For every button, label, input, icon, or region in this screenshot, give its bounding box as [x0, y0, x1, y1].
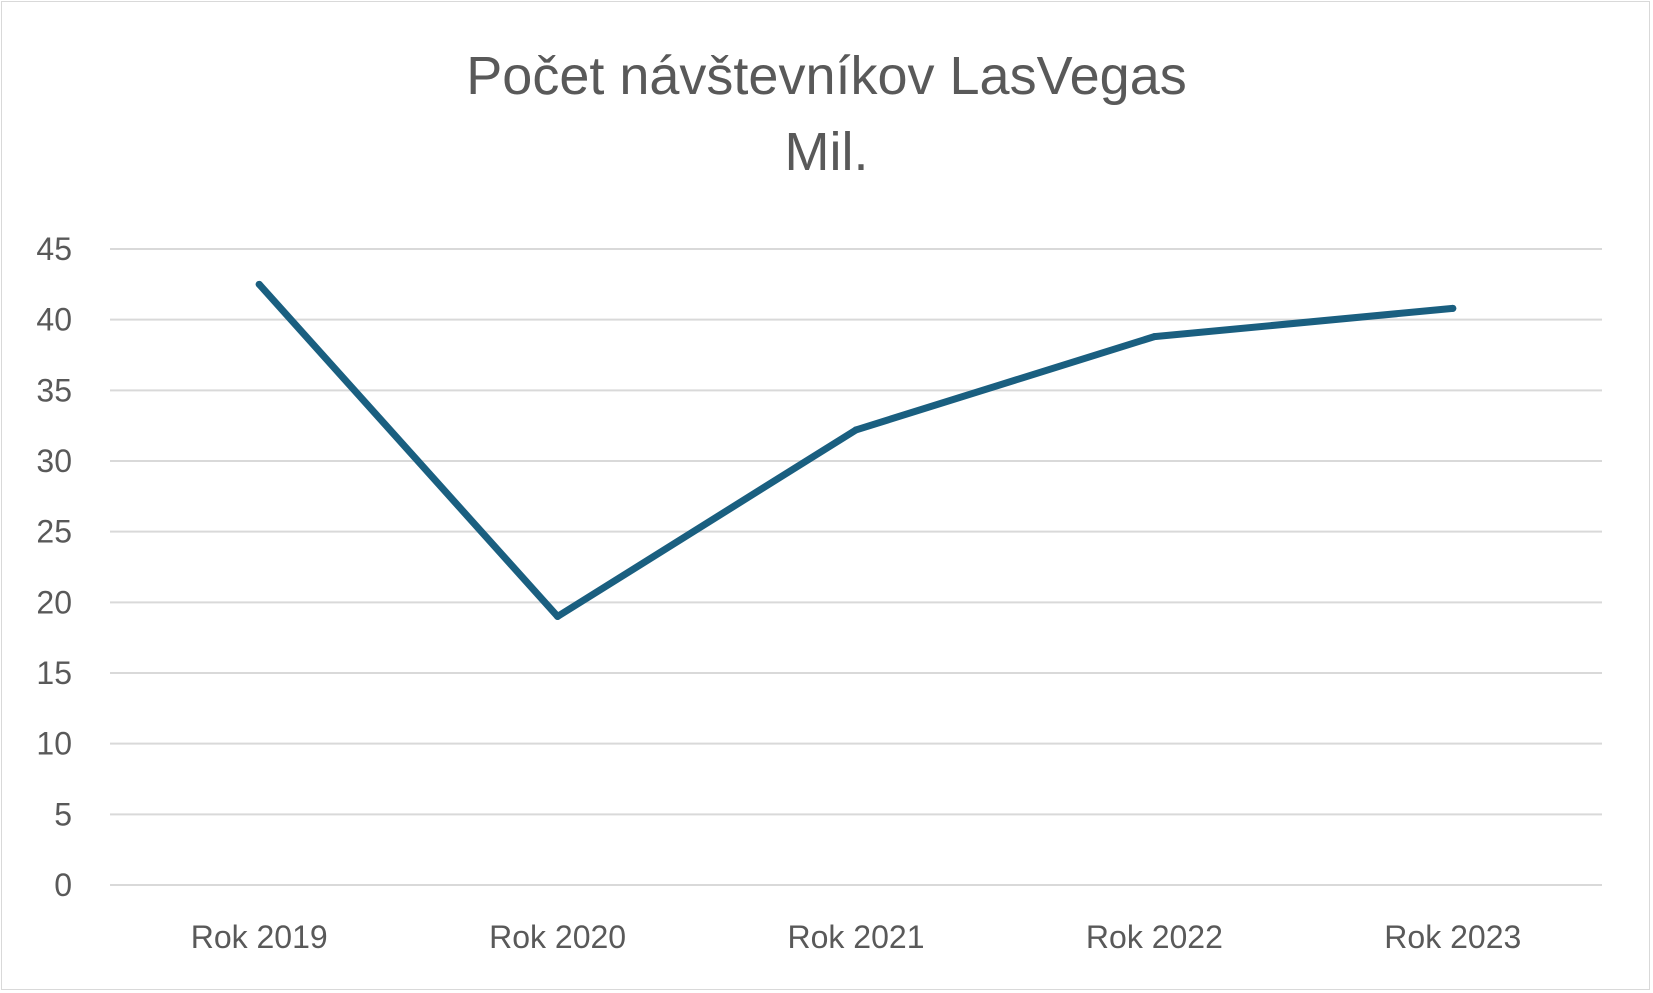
series-layer: [255, 280, 1457, 620]
y-tick-label: 20: [36, 584, 72, 620]
data-point-rok-2020: [554, 612, 562, 620]
y-axis-tick-labels: 0 5 10 15 20 25 30 35 40 45: [36, 231, 72, 903]
chart-subtitle: Mil.: [784, 122, 869, 182]
data-point-rok-2022: [1150, 333, 1158, 341]
data-point-rok-2019: [255, 280, 263, 288]
chart-title: Počet návštevníkov LasVegas Mil.: [0, 38, 1653, 190]
y-tick-label: 40: [36, 302, 72, 338]
y-tick-label: 15: [36, 655, 72, 691]
y-tick-label: 5: [54, 796, 72, 832]
data-point-rok-2021: [852, 426, 860, 434]
y-tick-label: 10: [36, 726, 72, 762]
x-tick-label: Rok 2023: [1384, 919, 1521, 955]
x-tick-label: Rok 2021: [788, 919, 925, 955]
y-tick-label: 35: [36, 372, 72, 408]
series-line-0: [255, 280, 1457, 620]
data-point-rok-2023: [1449, 304, 1457, 312]
y-tick-label: 0: [54, 867, 72, 903]
gridlines: [110, 248, 1602, 886]
x-tick-label: Rok 2019: [191, 919, 328, 955]
x-tick-label: Rok 2022: [1086, 919, 1223, 955]
y-tick-label: 45: [36, 231, 72, 267]
y-tick-label: 25: [36, 514, 72, 550]
chart-title-text: Počet návštevníkov LasVegas: [466, 46, 1187, 106]
y-tick-label: 30: [36, 443, 72, 479]
x-tick-label: Rok 2020: [489, 919, 626, 955]
x-axis-tick-labels: Rok 2019 Rok 2020 Rok 2021 Rok 2022 Rok 2023: [191, 919, 1522, 955]
